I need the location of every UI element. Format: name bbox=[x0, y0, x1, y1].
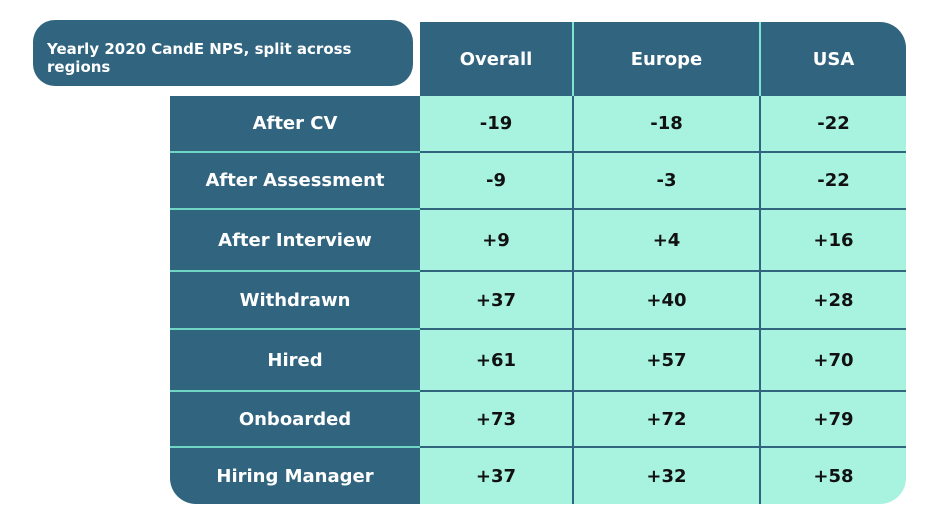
nps-value: +58 bbox=[759, 448, 906, 504]
row-label: Hired bbox=[170, 330, 420, 392]
column-header: USA bbox=[759, 22, 906, 96]
nps-value: +40 bbox=[572, 272, 759, 330]
row-label: Withdrawn bbox=[170, 272, 420, 330]
nps-value: +32 bbox=[572, 448, 759, 504]
nps-value: +70 bbox=[759, 330, 906, 392]
row-label: After Assessment bbox=[170, 153, 420, 210]
nps-value: -9 bbox=[420, 153, 572, 210]
column-header: Europe bbox=[572, 22, 759, 96]
nps-value: +9 bbox=[420, 210, 572, 272]
row-label: Hiring Manager bbox=[170, 448, 420, 504]
nps-value: +73 bbox=[420, 392, 572, 448]
nps-value: -22 bbox=[759, 96, 906, 153]
table-title: Yearly 2020 CandE NPS, split across regi… bbox=[33, 20, 413, 86]
nps-value: -3 bbox=[572, 153, 759, 210]
nps-value: +61 bbox=[420, 330, 572, 392]
row-label: After CV bbox=[170, 96, 420, 153]
nps-value: +16 bbox=[759, 210, 906, 272]
nps-value: -22 bbox=[759, 153, 906, 210]
nps-value: +57 bbox=[572, 330, 759, 392]
row-label: Onboarded bbox=[170, 392, 420, 448]
nps-value: +4 bbox=[572, 210, 759, 272]
nps-value: +37 bbox=[420, 448, 572, 504]
column-header: Overall bbox=[420, 22, 572, 96]
row-label: After Interview bbox=[170, 210, 420, 272]
nps-value: +37 bbox=[420, 272, 572, 330]
nps-value: -18 bbox=[572, 96, 759, 153]
nps-value: +28 bbox=[759, 272, 906, 330]
nps-value: +79 bbox=[759, 392, 906, 448]
nps-value: -19 bbox=[420, 96, 572, 153]
nps-value: +72 bbox=[572, 392, 759, 448]
